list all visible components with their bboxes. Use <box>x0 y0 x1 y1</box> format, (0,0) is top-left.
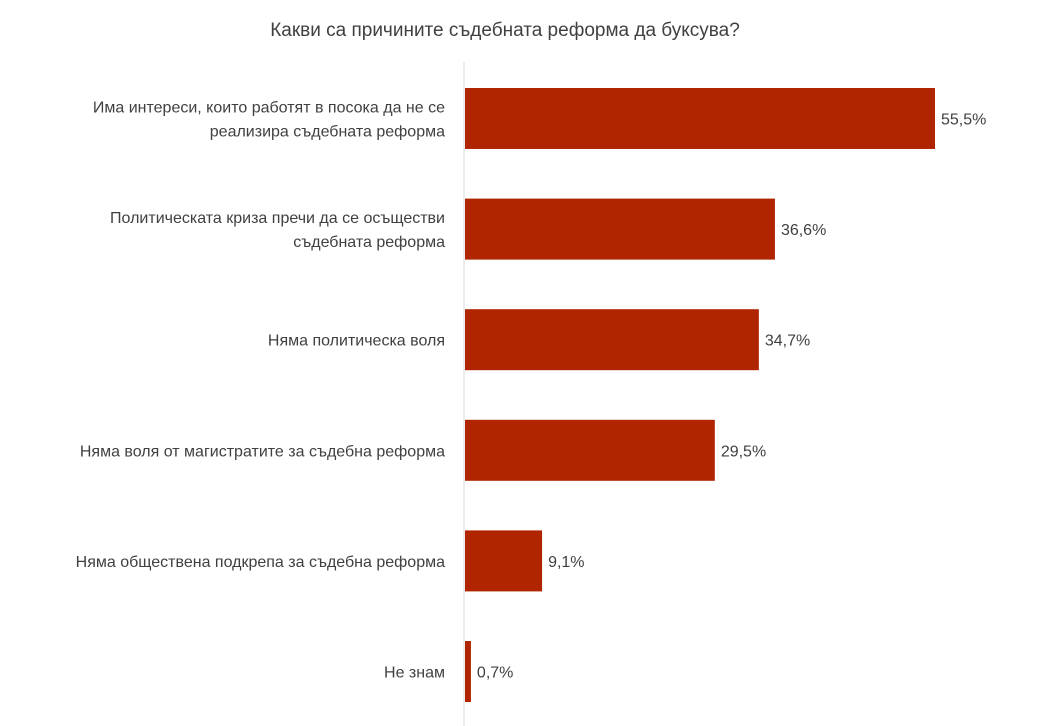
data-label-4: 9,1% <box>548 554 584 571</box>
bars-group: 55,5% Има интереси, които работят в посок… <box>76 88 986 702</box>
data-label-5: 0,7% <box>477 665 513 682</box>
category-label-4-line-0: Няма обществена подкрепа за съдебна рефо… <box>76 554 445 571</box>
category-label-2-line-0: Няма политическа воля <box>268 333 445 350</box>
data-label-1: 36,6% <box>781 222 826 239</box>
data-label-0: 55,5% <box>941 112 986 129</box>
chart-title: Какви са причините съдебната реформа да … <box>270 20 740 41</box>
data-label-3: 29,5% <box>721 443 766 460</box>
bar-1 <box>465 198 775 260</box>
bar-0 <box>465 88 935 149</box>
category-label-5-line-0: Не знам <box>384 665 445 682</box>
bar-2 <box>465 309 759 371</box>
category-label-1-line-0: Политическата криза пречи да се осъществ… <box>110 210 445 227</box>
bar-4 <box>465 530 543 592</box>
bar-5 <box>465 641 471 702</box>
bar-3 <box>465 419 715 481</box>
category-label-3-line-0: Няма воля от магистратите за съдебна реф… <box>80 443 445 460</box>
category-label-0-line-0: Има интереси, които работят в посока да … <box>93 100 445 117</box>
category-label-0-line-1: реализира съдебната реформа <box>210 124 445 141</box>
category-label-1-line-1: съдебната реформа <box>293 234 445 251</box>
data-label-2: 34,7% <box>765 333 810 350</box>
